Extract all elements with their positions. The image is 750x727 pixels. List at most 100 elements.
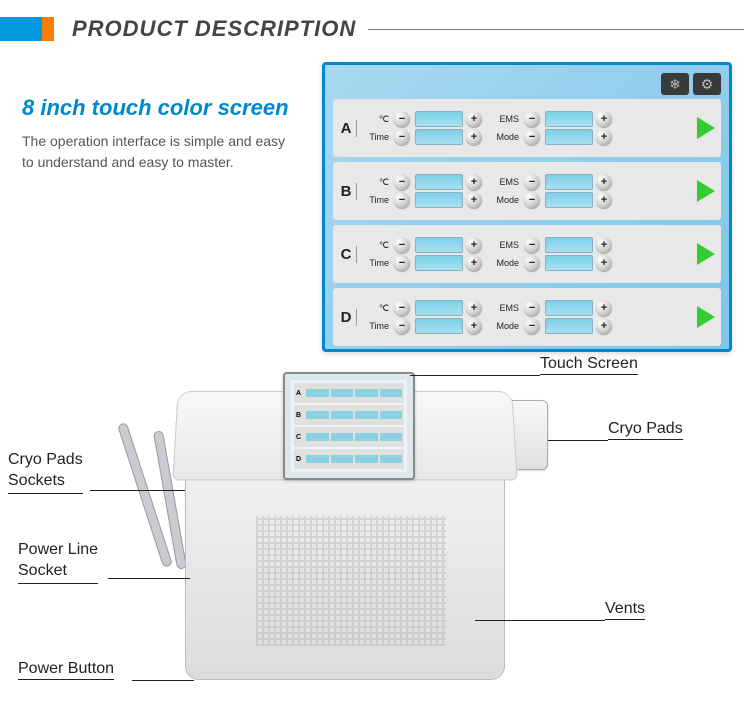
play-button[interactable] <box>697 243 715 265</box>
value-display <box>415 318 463 334</box>
plus-button[interactable]: + <box>596 174 612 190</box>
callout-label: Vents <box>605 600 645 620</box>
param-label: EMS <box>487 303 521 313</box>
param-label: Time <box>361 258 391 268</box>
minus-button[interactable]: − <box>524 129 540 145</box>
device-base <box>185 475 505 680</box>
plus-button[interactable]: + <box>466 192 482 208</box>
plus-button[interactable]: + <box>466 255 482 271</box>
accent-orange <box>42 17 54 41</box>
device-body: ABCD <box>175 390 515 690</box>
snowflake-icon[interactable]: ❄ <box>661 73 689 95</box>
param-label: Mode <box>487 132 521 142</box>
value-display <box>545 318 593 334</box>
device-diagram: ABCD Touch Screen Cryo Pads Vents Cryo P… <box>0 360 750 727</box>
play-button[interactable] <box>697 306 715 328</box>
param-label: Time <box>361 321 391 331</box>
play-button[interactable] <box>697 117 715 139</box>
minus-button[interactable]: − <box>524 255 540 271</box>
plus-button[interactable]: + <box>596 192 612 208</box>
plus-button[interactable]: + <box>466 129 482 145</box>
callout-label: Power Button <box>18 660 114 680</box>
param-label: EMS <box>487 240 521 250</box>
leader-line <box>410 375 540 376</box>
header: PRODUCT DESCRIPTION <box>0 0 750 50</box>
leader-line <box>548 440 608 441</box>
play-button[interactable] <box>697 180 715 202</box>
channel-id: C <box>339 246 357 263</box>
info-description: The operation interface is simple and ea… <box>22 131 292 173</box>
info-title: 8 inch touch color screen <box>22 95 292 121</box>
plus-button[interactable]: + <box>466 174 482 190</box>
callout-label: Cryo Pads <box>608 420 683 440</box>
callout-power-button: Power Button <box>18 660 114 680</box>
plus-button[interactable]: + <box>596 111 612 127</box>
plus-button[interactable]: + <box>596 318 612 334</box>
header-divider <box>368 29 744 30</box>
mini-channel-row: D <box>294 449 404 469</box>
value-display <box>545 174 593 190</box>
callout-label: Cryo PadsSockets <box>8 450 83 494</box>
value-display <box>545 300 593 316</box>
screen-topbar: ❄ ⚙ <box>333 73 721 95</box>
minus-button[interactable]: − <box>394 300 410 316</box>
plus-button[interactable]: + <box>596 237 612 253</box>
channel-id: B <box>339 183 357 200</box>
plus-button[interactable]: + <box>596 300 612 316</box>
minus-button[interactable]: − <box>394 255 410 271</box>
callout-cryo-sockets: Cryo PadsSockets <box>8 450 83 494</box>
mini-channel-row: B <box>294 405 404 425</box>
minus-button[interactable]: − <box>524 174 540 190</box>
leader-line <box>108 578 190 579</box>
minus-button[interactable]: − <box>394 192 410 208</box>
minus-button[interactable]: − <box>394 129 410 145</box>
plus-button[interactable]: + <box>466 300 482 316</box>
touch-screen-panel: ❄ ⚙ A℃−+EMS−+Time−+Mode−+B℃−+EMS−+Time−+… <box>322 62 732 352</box>
plus-button[interactable]: + <box>596 129 612 145</box>
param-label: ℃ <box>361 177 391 188</box>
value-display <box>415 237 463 253</box>
param-label: Mode <box>487 195 521 205</box>
value-display <box>545 237 593 253</box>
mini-channel-row: C <box>294 427 404 447</box>
plus-button[interactable]: + <box>466 111 482 127</box>
value-display <box>415 192 463 208</box>
minus-button[interactable]: − <box>524 192 540 208</box>
param-label: Mode <box>487 258 521 268</box>
param-label: ℃ <box>361 114 391 125</box>
leader-line <box>475 620 605 621</box>
value-display <box>415 174 463 190</box>
device-screen[interactable]: ABCD <box>283 372 415 480</box>
leader-line <box>132 680 194 681</box>
value-display <box>415 129 463 145</box>
channel-id: D <box>339 309 357 326</box>
plus-button[interactable]: + <box>596 255 612 271</box>
callout-vents: Vents <box>605 600 645 620</box>
page-title: PRODUCT DESCRIPTION <box>72 16 356 42</box>
minus-button[interactable]: − <box>394 174 410 190</box>
minus-button[interactable]: − <box>524 300 540 316</box>
minus-button[interactable]: − <box>524 111 540 127</box>
minus-button[interactable]: − <box>524 318 540 334</box>
plus-button[interactable]: + <box>466 237 482 253</box>
param-label: Time <box>361 132 391 142</box>
param-label: Mode <box>487 321 521 331</box>
minus-button[interactable]: − <box>394 237 410 253</box>
value-display <box>415 111 463 127</box>
callout-label: Touch Screen <box>540 355 638 375</box>
param-label: ℃ <box>361 303 391 314</box>
callout-power-line: Power LineSocket <box>18 540 98 584</box>
accent-blue <box>0 17 42 41</box>
param-label: EMS <box>487 177 521 187</box>
value-display <box>545 111 593 127</box>
minus-button[interactable]: − <box>524 237 540 253</box>
gear-icon[interactable]: ⚙ <box>693 73 721 95</box>
channel-row: B℃−+EMS−+Time−+Mode−+ <box>333 162 721 220</box>
value-display <box>415 300 463 316</box>
mini-channel-row: A <box>294 383 404 403</box>
minus-button[interactable]: − <box>394 318 410 334</box>
minus-button[interactable]: − <box>394 111 410 127</box>
plus-button[interactable]: + <box>466 318 482 334</box>
callout-touch-screen: Touch Screen <box>540 355 638 375</box>
param-label: ℃ <box>361 240 391 251</box>
